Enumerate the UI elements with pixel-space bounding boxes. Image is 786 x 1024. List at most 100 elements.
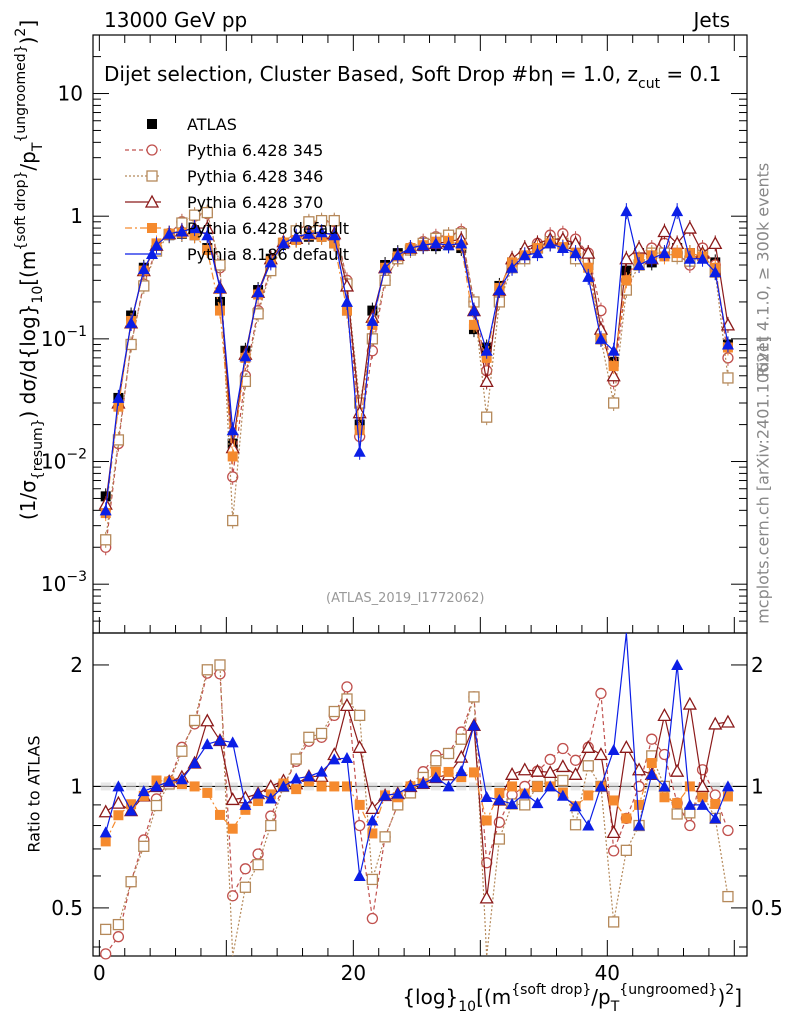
series-5-point	[633, 259, 646, 271]
series-5-point	[544, 237, 557, 249]
series-2-ratio-point	[620, 844, 633, 856]
series-5-ratio-point	[417, 777, 430, 789]
series-2-ratio-point	[493, 833, 506, 845]
xlabel-p2: [(m	[476, 985, 512, 1009]
xlabel-p4: )	[717, 985, 726, 1009]
series-1-ratio-point	[544, 753, 556, 766]
series-4-ratio-point	[113, 810, 124, 821]
xlabel-p1-sub: 10	[458, 999, 477, 1015]
atlas-uncertainty-band	[494, 782, 505, 791]
series-4-ratio-point	[341, 781, 352, 792]
series-3-ratio-point	[682, 696, 697, 710]
series-1-ratio-point	[557, 742, 569, 755]
series-5-ratio-point	[175, 773, 188, 785]
series-5-point	[379, 261, 392, 273]
series-5-point	[277, 237, 290, 249]
series-5-point	[429, 237, 442, 249]
main-y-tick-base: 10	[58, 82, 83, 106]
series-2-ratio-point	[188, 714, 201, 727]
series-2-ratio-point	[442, 747, 455, 760]
series-3-ratio-point	[606, 825, 621, 839]
series-2-ratio-point	[112, 918, 125, 931]
legend-label: ATLAS	[187, 115, 237, 134]
series-5-point	[556, 242, 569, 254]
ratio-y-tick-label-right: 0.5	[751, 896, 783, 920]
mcplots-label-text: mcplots.cern.ch [arXiv:2401.10621]	[753, 336, 773, 624]
series-4	[100, 224, 733, 847]
series-5-point	[125, 316, 138, 328]
series-4-ratio-point	[710, 798, 721, 809]
series-5-point	[480, 344, 493, 356]
series-5-point	[213, 281, 226, 293]
xlabel-p3-sub: T	[610, 999, 620, 1015]
series-1-ratio-point	[239, 863, 252, 875]
xlabel-p5: ]	[734, 985, 742, 1009]
series-5-point	[620, 205, 633, 217]
main-y-tick-label: 10−3	[41, 569, 87, 596]
ratio-y-tick-label-right: 2	[751, 653, 764, 677]
atlas-uncertainty-band	[570, 782, 581, 791]
series-5-point	[302, 227, 315, 239]
series-5-point	[353, 445, 366, 457]
series-2-ratio-point	[468, 691, 480, 703]
series-5-ratio-point	[645, 768, 658, 780]
series-5-point	[340, 295, 353, 307]
series-4-ratio-point	[367, 828, 378, 839]
series-2-ratio-point	[354, 709, 366, 722]
series-3-point	[479, 374, 494, 388]
series-5-point	[582, 270, 595, 282]
ylabel-p1-sub: {resum}	[30, 418, 46, 481]
series-5-ratio-point	[264, 792, 277, 804]
atlas-uncertainty-band	[456, 782, 467, 791]
series-5-point	[683, 252, 696, 264]
series-4-point	[227, 451, 238, 462]
series-1-ratio-point	[595, 687, 607, 700]
x-axis-label: {log}10[(m{soft drop}/pT{ungroomed})2]	[402, 982, 742, 1015]
series-5-point	[226, 424, 239, 436]
series-5-ratio-point	[506, 797, 519, 809]
series-5-ratio-point	[467, 719, 480, 731]
series-2-ratio-point	[150, 799, 163, 812]
atlas-uncertainty-band	[380, 782, 391, 791]
plot-title-beta-tail: = 0.1	[660, 62, 722, 86]
series-2-ratio-point	[328, 705, 340, 718]
atlas-uncertainty-band	[710, 782, 721, 791]
series-4-ratio-point	[468, 767, 479, 778]
series-5-point	[658, 247, 671, 259]
series-4-point	[354, 425, 365, 436]
ylabel-p5-sup: 2	[13, 27, 29, 37]
series-5-point	[569, 247, 582, 259]
series-5-ratio-point	[683, 798, 696, 810]
series-2-point	[366, 333, 379, 345]
legend-marker	[147, 119, 157, 129]
series-layer	[98, 203, 736, 960]
series-3-point	[682, 220, 697, 234]
series-5-ratio-point	[252, 787, 265, 799]
series-2-ratio-point	[290, 753, 302, 765]
atlas-uncertainty-band	[214, 782, 225, 791]
legend-marker	[144, 194, 160, 208]
plot-title: Dijet selection, Cluster Based, Soft Dro…	[104, 62, 722, 92]
series-4-ratio-point	[684, 781, 695, 792]
series-4-ratio-point	[608, 795, 619, 806]
series-5-point	[594, 332, 607, 344]
series-4-ratio-point	[621, 813, 632, 824]
series-2-ratio-point	[430, 755, 442, 767]
series-2-ratio-point	[557, 774, 569, 787]
series-5-ratio-point	[112, 780, 125, 792]
series-5-ratio-point	[340, 751, 353, 763]
series-4-ratio-point	[672, 798, 683, 809]
series-3-ratio-point	[352, 739, 367, 753]
atlas-uncertainty-band	[202, 782, 213, 791]
series-4-ratio-point	[329, 781, 340, 792]
series-3-ratio-point	[568, 766, 583, 780]
series-3-ratio-point	[720, 714, 736, 728]
atlas-uncertainty-band	[583, 782, 594, 791]
series-5-ratio-point	[150, 780, 163, 792]
series-2-ratio-point	[138, 840, 150, 852]
legend-label: Pythia 8.186 default	[187, 245, 349, 264]
series-4-point	[202, 245, 213, 256]
series-5-ratio-point	[404, 780, 417, 792]
series-3-ratio-point	[479, 890, 494, 904]
series-1	[100, 205, 734, 960]
